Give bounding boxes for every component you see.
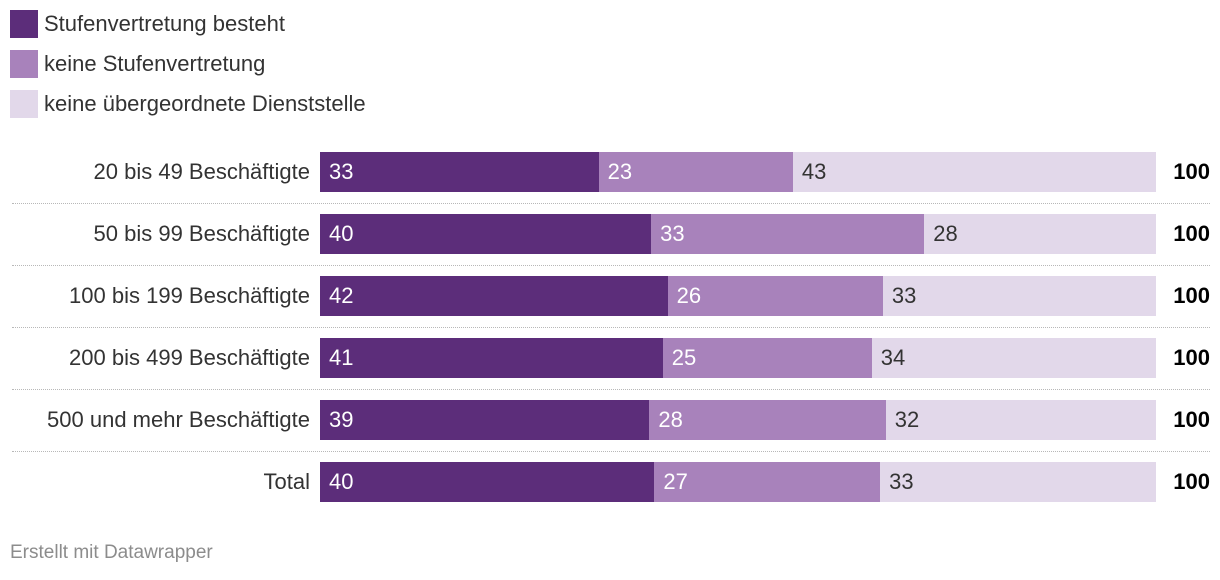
- bar-segment-stufenvertretung-besteht: 33: [320, 152, 599, 192]
- bar-row-200-bis-499-beschaeftigte: 200 bis 499 Beschäftigte 41 25 34 100: [0, 338, 1220, 378]
- stacked-bar: 40 27 33: [320, 462, 1156, 502]
- total-label: 100: [1173, 159, 1210, 184]
- bar-segment-keine-stufenvertretung: 23: [598, 152, 793, 192]
- row-separator: [12, 389, 1210, 390]
- bar-row-500-und-mehr-beschaeftigte: 500 und mehr Beschäftigte 39 28 32 100: [0, 400, 1220, 440]
- bar-row-total: Total 40 27 33 100: [0, 462, 1220, 502]
- data-label: 28: [933, 221, 958, 246]
- total-label: 100: [1173, 283, 1210, 308]
- category-label: 20 bis 49 Beschäftigte: [93, 159, 310, 184]
- data-label: 23: [607, 159, 633, 184]
- data-label: 42: [329, 283, 354, 308]
- bar-segment-keine-stufenvertretung: 28: [649, 400, 886, 440]
- bar-row-100-bis-199-beschaeftigte: 100 bis 199 Beschäftigte 42 26 33 100: [0, 276, 1220, 316]
- total-label: 100: [1173, 469, 1210, 494]
- legend-item-keine-stufenvertretung: keine Stufenvertretung: [10, 50, 366, 90]
- data-label: 33: [329, 159, 354, 184]
- total-label: 100: [1173, 345, 1210, 370]
- data-label: 40: [329, 469, 354, 494]
- data-label: 33: [660, 221, 685, 246]
- category-label: 200 bis 499 Beschäftigte: [69, 345, 310, 370]
- bar-segment-stufenvertretung-besteht: 39: [320, 400, 650, 440]
- category-label: Total: [263, 469, 310, 494]
- legend-label: Stufenvertretung besteht: [44, 11, 285, 36]
- legend-swatch: [10, 10, 38, 38]
- data-label: 25: [671, 345, 697, 370]
- category-label: 500 und mehr Beschäftigte: [47, 407, 310, 432]
- bar-segment-stufenvertretung-besteht: 42: [320, 276, 668, 316]
- bar-segment-keine-stufenvertretung: 26: [667, 276, 883, 316]
- total-label: 100: [1173, 407, 1210, 432]
- total-label: 100: [1173, 221, 1210, 246]
- row-separator: [12, 265, 1210, 266]
- stacked-bar: 42 26 33: [320, 276, 1156, 316]
- legend: Stufenvertretung besteht keine Stufenvert…: [10, 10, 366, 130]
- data-label: 39: [329, 407, 354, 432]
- bar-row-50-bis-99-beschaeftigte: 50 bis 99 Beschäftigte 40 33 28 100: [0, 214, 1220, 254]
- data-label: 33: [891, 283, 917, 308]
- bar-segment-keine-uebergeordnete-dienststelle: 28: [924, 214, 1156, 254]
- bar-segment-keine-uebergeordnete-dienststelle: 33: [882, 276, 1156, 316]
- data-label: 41: [329, 345, 354, 370]
- row-separator: [12, 327, 1210, 328]
- category-label: 50 bis 99 Beschäftigte: [93, 221, 310, 246]
- stacked-bar: 40 33 28: [320, 214, 1156, 254]
- bar-segment-keine-stufenvertretung: 27: [654, 462, 881, 502]
- data-label: 32: [894, 407, 920, 432]
- legend-swatch: [10, 90, 38, 118]
- data-label: 34: [880, 345, 906, 370]
- row-separator: [12, 451, 1210, 452]
- stacked-bar: 33 23 43: [320, 152, 1156, 192]
- bar-segment-keine-uebergeordnete-dienststelle: 34: [871, 338, 1156, 378]
- footer-credit: Erstellt mit Datawrapper: [10, 542, 213, 563]
- data-label: 26: [676, 283, 702, 308]
- data-label: 28: [658, 407, 683, 432]
- bar-segment-keine-uebergeordnete-dienststelle: 43: [792, 152, 1156, 192]
- stacked-bar: 39 28 32: [320, 400, 1156, 440]
- data-label: 33: [889, 469, 914, 494]
- stacked-bar: 41 25 34: [320, 338, 1156, 378]
- bar-segment-stufenvertretung-besteht: 40: [320, 462, 655, 502]
- bar-segment-keine-uebergeordnete-dienststelle: 33: [880, 462, 1156, 502]
- legend-item-keine-uebergeordnete-dienststelle: keine übergeordnete Dienststelle: [10, 90, 366, 130]
- bar-segment-keine-stufenvertretung: 33: [651, 214, 925, 254]
- row-separator: [12, 203, 1210, 204]
- bar-segment-stufenvertretung-besteht: 41: [320, 338, 663, 378]
- legend-label: keine übergeordnete Dienststelle: [44, 91, 366, 116]
- legend-label: keine Stufenvertretung: [44, 51, 266, 76]
- data-label: 40: [329, 221, 354, 246]
- bar-segment-keine-stufenvertretung: 25: [662, 338, 872, 378]
- bar-segment-stufenvertretung-besteht: 40: [320, 214, 652, 254]
- legend-item-stufenvertretung-besteht: Stufenvertretung besteht: [10, 10, 366, 50]
- data-label: 27: [663, 469, 688, 494]
- bar-segment-keine-uebergeordnete-dienststelle: 32: [885, 400, 1156, 440]
- bar-row-20-bis-49-beschaeftigte: 20 bis 49 Beschäftigte 33 23 43 100: [0, 152, 1220, 192]
- category-label: 100 bis 199 Beschäftigte: [69, 283, 310, 308]
- data-label: 43: [801, 159, 827, 184]
- legend-swatch: [10, 50, 38, 78]
